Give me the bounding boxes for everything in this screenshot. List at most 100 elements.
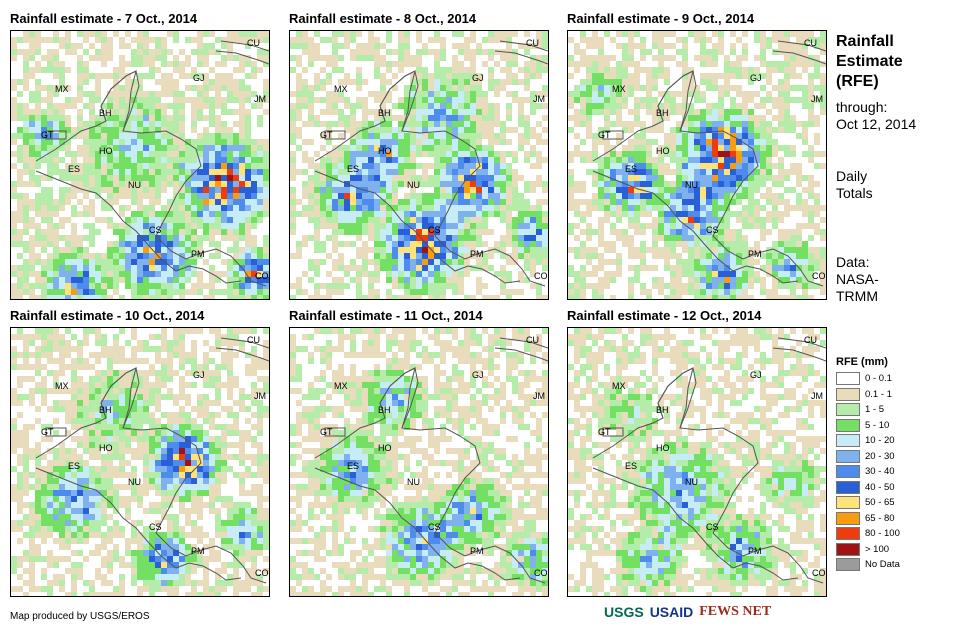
rain-cell <box>251 103 257 109</box>
rain-cell <box>89 73 95 79</box>
rain-cell <box>604 193 610 199</box>
rain-cell <box>344 145 350 151</box>
rain-cell <box>488 229 494 235</box>
rain-cell <box>173 283 179 289</box>
rain-cell <box>314 91 320 97</box>
rain-cell <box>470 265 476 271</box>
rain-cell <box>646 187 652 193</box>
rain-cell <box>221 223 227 229</box>
rain-cell <box>778 43 784 49</box>
country-label: BH <box>378 108 391 118</box>
rain-cell <box>410 103 416 109</box>
rain-cell <box>766 205 772 211</box>
rain-cell <box>464 181 470 187</box>
rain-cell <box>766 253 772 259</box>
rain-cell <box>802 295 808 299</box>
rain-cell <box>586 37 592 43</box>
rain-cell <box>35 103 41 109</box>
rain-cell <box>101 115 107 121</box>
rain-cell <box>386 181 392 187</box>
rain-cell <box>494 187 500 193</box>
rain-cell <box>574 235 580 241</box>
rain-cell <box>23 283 29 289</box>
rain-cell <box>422 151 428 157</box>
rain-cell <box>314 289 320 295</box>
rain-cell <box>362 181 368 187</box>
rain-cell <box>464 247 470 253</box>
rain-cell <box>718 133 724 139</box>
rain-cell <box>470 109 476 115</box>
rain-cell <box>257 115 263 121</box>
rain-cell <box>119 247 125 253</box>
rain-cell <box>290 199 296 205</box>
rainfall-map: CU GJ JM MX BH GT HO ES NU CS PM CO <box>10 327 270 597</box>
rain-cell <box>197 109 203 115</box>
rain-cell <box>47 253 53 259</box>
rain-cell <box>29 37 35 43</box>
rain-cell <box>592 85 598 91</box>
rain-cell <box>712 181 718 187</box>
rain-cell <box>724 115 730 121</box>
rain-cell <box>179 346 185 352</box>
rain-cell <box>482 109 488 115</box>
rain-cell <box>71 223 77 229</box>
rain-cell <box>95 127 101 133</box>
rain-cell <box>736 109 742 115</box>
rain-cell <box>47 265 53 271</box>
rain-cell <box>670 43 676 49</box>
rain-cell <box>161 205 167 211</box>
rain-cell <box>320 253 326 259</box>
rain-cell <box>604 73 610 79</box>
rain-cell <box>488 163 494 169</box>
rain-cell <box>700 217 706 223</box>
rain-cell <box>302 235 308 241</box>
rain-cell <box>458 139 464 145</box>
rain-cell <box>245 31 251 37</box>
rain-cell <box>754 109 760 115</box>
rain-cell <box>706 253 712 259</box>
rain-cell <box>296 289 302 295</box>
rain-cell <box>398 259 404 265</box>
rain-cell <box>772 67 778 73</box>
rain-cell <box>215 175 221 181</box>
rain-cell <box>302 193 308 199</box>
rain-cell <box>574 289 580 295</box>
rain-cell <box>23 151 29 157</box>
rain-cell <box>676 175 682 181</box>
rain-cell <box>718 277 724 283</box>
rain-cell <box>586 85 592 91</box>
rain-cell <box>814 265 820 271</box>
rain-cell <box>47 127 53 133</box>
rain-cell <box>392 241 398 247</box>
rain-cell <box>640 253 646 259</box>
rain-cell <box>664 217 670 223</box>
rain-cell <box>500 31 506 37</box>
rain-cell <box>398 61 404 67</box>
rain-cell <box>568 169 574 175</box>
rain-cell <box>568 61 574 67</box>
rain-cell <box>640 121 646 127</box>
rain-cell <box>568 109 574 115</box>
rain-cell <box>137 31 143 37</box>
rain-cell <box>530 235 536 241</box>
rain-cell <box>506 193 512 199</box>
rain-cell <box>518 223 524 229</box>
rain-cell <box>628 151 634 157</box>
rain-cell <box>736 253 742 259</box>
rain-cell <box>796 193 802 199</box>
rain-cell <box>17 211 23 217</box>
rain-cell <box>251 31 257 37</box>
rain-cell <box>748 157 754 163</box>
rain-cell <box>227 223 233 229</box>
rain-cell <box>23 163 29 169</box>
rain-cell <box>568 91 574 97</box>
rain-cell <box>628 79 634 85</box>
rain-cell <box>796 163 802 169</box>
rain-cell <box>89 133 95 139</box>
rain-cell <box>251 193 257 199</box>
rain-cell <box>59 205 65 211</box>
rain-cell <box>790 31 796 37</box>
rain-cell <box>458 211 464 217</box>
rain-cell <box>380 145 386 151</box>
rain-cell <box>646 265 652 271</box>
